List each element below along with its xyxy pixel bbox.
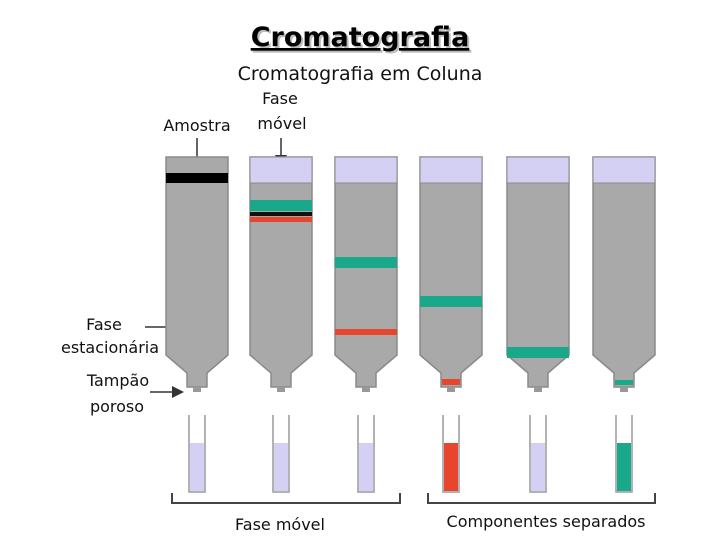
stationary-phase-label: Fase: [86, 315, 122, 334]
columns: [165, 156, 656, 493]
band: [507, 347, 569, 358]
band: [250, 200, 312, 211]
mobile-phase-label: Fase: [262, 89, 298, 108]
stationary-phase-label: estacionária: [61, 338, 159, 357]
sample-label: Amostra: [163, 116, 230, 135]
column-outlet: [277, 387, 285, 392]
porous-plug-label: poroso: [90, 397, 144, 416]
column-outlet: [193, 387, 201, 392]
column: [506, 156, 570, 388]
column-outlet: [362, 387, 370, 392]
band: [442, 379, 460, 385]
column: [419, 156, 483, 388]
tube-liquid: [190, 443, 204, 491]
tube-liquid: [617, 443, 631, 491]
title: Cromatografia: [251, 22, 470, 53]
band: [335, 329, 397, 335]
tube-liquid: [274, 443, 288, 491]
mobile-phase: [506, 156, 570, 184]
column-outlet: [447, 387, 455, 392]
column: [249, 156, 313, 388]
mobile-phase: [334, 156, 398, 184]
band: [420, 296, 482, 307]
mobile-phase-label: móvel: [257, 114, 306, 133]
column: [334, 156, 398, 388]
tube-liquid: [444, 443, 458, 491]
title-shadow: Cromatografia: [253, 24, 472, 55]
bracket: [427, 493, 656, 504]
column: [592, 156, 656, 388]
band: [250, 217, 312, 222]
column-outlet: [534, 387, 542, 392]
tube-liquid: [531, 443, 545, 491]
band: [166, 173, 228, 183]
column-outlet: [620, 387, 628, 392]
bracket: [171, 493, 401, 504]
mobile-phase: [249, 156, 313, 184]
porous-plug-label: Tampão: [86, 371, 149, 390]
band: [250, 212, 312, 216]
mobile-phase: [592, 156, 656, 184]
mobile-phase: [419, 156, 483, 184]
footer-label: Fase móvel: [235, 515, 325, 534]
subtitle: Cromatografia em Coluna: [238, 63, 483, 85]
band: [615, 380, 633, 385]
column: [165, 156, 229, 388]
brackets: [171, 493, 656, 504]
band: [335, 257, 397, 268]
tube-liquid: [359, 443, 373, 491]
footer-label: Componentes separados: [447, 512, 646, 531]
